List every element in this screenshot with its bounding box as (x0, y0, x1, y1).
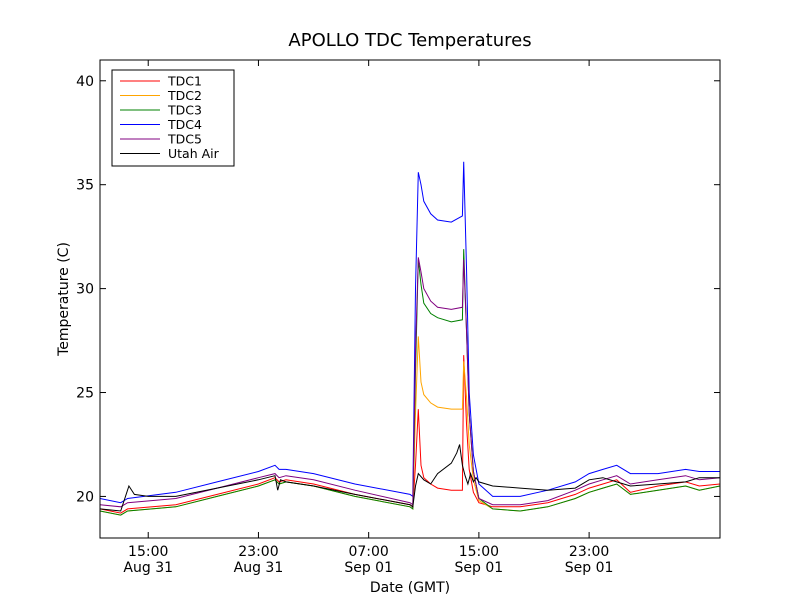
x-tick-label-date: Aug 31 (234, 560, 284, 576)
y-tick-label: 35 (76, 178, 94, 194)
y-axis-label: Temperature (C) (56, 242, 72, 357)
legend-label-tdc4: TDC4 (167, 117, 202, 132)
series-layer (100, 161, 720, 516)
x-tick-label-date: Sep 01 (455, 560, 504, 576)
x-tick-label-time: 23:00 (238, 544, 278, 560)
x-tick-label-date: Aug 31 (123, 560, 173, 576)
x-tick-label-date: Sep 01 (565, 560, 614, 576)
legend-label-tdc2: TDC2 (167, 88, 202, 103)
x-tick-label-time: 07:00 (348, 544, 388, 560)
plot-frame (99, 59, 721, 539)
y-tick-label: 20 (76, 489, 94, 505)
x-tick-label-date: Sep 01 (344, 560, 393, 576)
series-line-utah-air (100, 444, 720, 512)
legend-label-tdc3: TDC3 (167, 103, 202, 118)
x-axis-label: Date (GMT) (370, 580, 450, 596)
chart-title: APOLLO TDC Temperatures (288, 30, 531, 51)
legend-label-tdc1: TDC1 (167, 74, 202, 89)
series-line-tdc4 (100, 161, 720, 504)
y-tick-label: 40 (76, 74, 94, 90)
y-tick-label: 30 (76, 282, 94, 298)
legend-label-tdc5: TDC5 (167, 132, 202, 147)
series-line-tdc5 (100, 257, 720, 508)
y-tick-label: 25 (76, 386, 94, 402)
x-tick-label-time: 15:00 (459, 544, 499, 560)
x-tick-label-time: 23:00 (569, 544, 609, 560)
legend-label-utah-air: Utah Air (168, 146, 220, 161)
legend-box (111, 69, 235, 167)
x-tick-label-time: 15:00 (128, 544, 168, 560)
